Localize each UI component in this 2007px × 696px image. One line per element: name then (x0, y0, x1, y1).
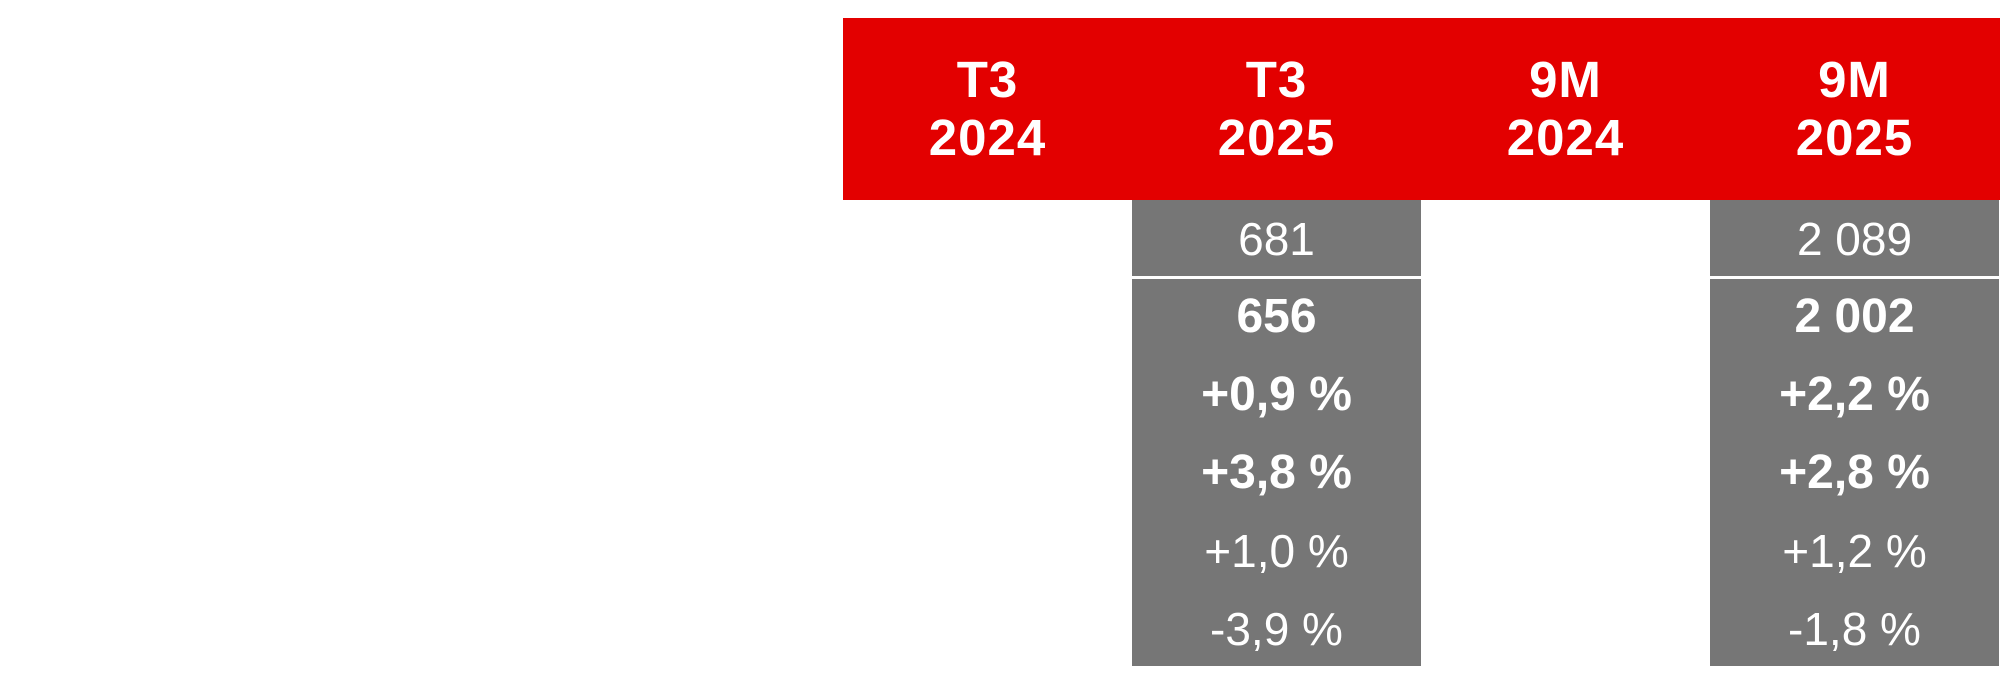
9m-2025-value-5: +1,2 % (1782, 525, 1927, 577)
header-t3-2025-line2: 2025 (1217, 109, 1336, 166)
t3-2025-value-6: -3,9 % (1210, 603, 1343, 655)
t3-2025-value-2: 656 (1236, 290, 1317, 343)
header-t3-2024-line2: 2024 (928, 109, 1047, 166)
column-t3-2025: 681 656 +0,9 % +3,8 % +1,0 % -3,9 % (1132, 200, 1421, 666)
t3-2025-value-4: +3,8 % (1201, 446, 1352, 499)
header-9m-2025-line2: 2025 (1795, 109, 1914, 166)
9m-2025-value-6: -1,8 % (1788, 603, 1921, 655)
t3-2025-value-3: +0,9 % (1201, 368, 1352, 421)
header-9m-2024: 9M 2024 (1421, 18, 1710, 200)
9m-2025-value-4: +2,8 % (1779, 446, 1930, 499)
header-9m-2025: 9M 2025 (1710, 18, 1999, 200)
header-9m-2024-line1: 9M (1529, 51, 1602, 108)
t3-2025-value-5: +1,0 % (1204, 525, 1349, 577)
9m-2025-divider (1710, 276, 1999, 279)
9m-2025-value-3: +2,2 % (1779, 368, 1930, 421)
t3-2025-divider (1132, 276, 1421, 279)
9m-2025-value-1: 2 089 (1796, 213, 1913, 265)
header-t3-2024: T3 2024 (843, 18, 1132, 200)
t3-2025-value-1: 681 (1238, 213, 1315, 265)
9m-2025-value-2: 2 002 (1794, 290, 1915, 343)
header-9m-2024-line2: 2024 (1506, 109, 1625, 166)
column-9m-2025: 2 089 2 002 +2,2 % +2,8 % +1,2 % -1,8 % (1710, 200, 1999, 666)
header-t3-2025: T3 2025 (1132, 18, 1421, 200)
header-t3-2024-line1: T3 (956, 51, 1019, 108)
header-t3-2025-line1: T3 (1245, 51, 1308, 108)
header-9m-2025-line1: 9M (1818, 51, 1891, 108)
header-band (843, 18, 2000, 200)
